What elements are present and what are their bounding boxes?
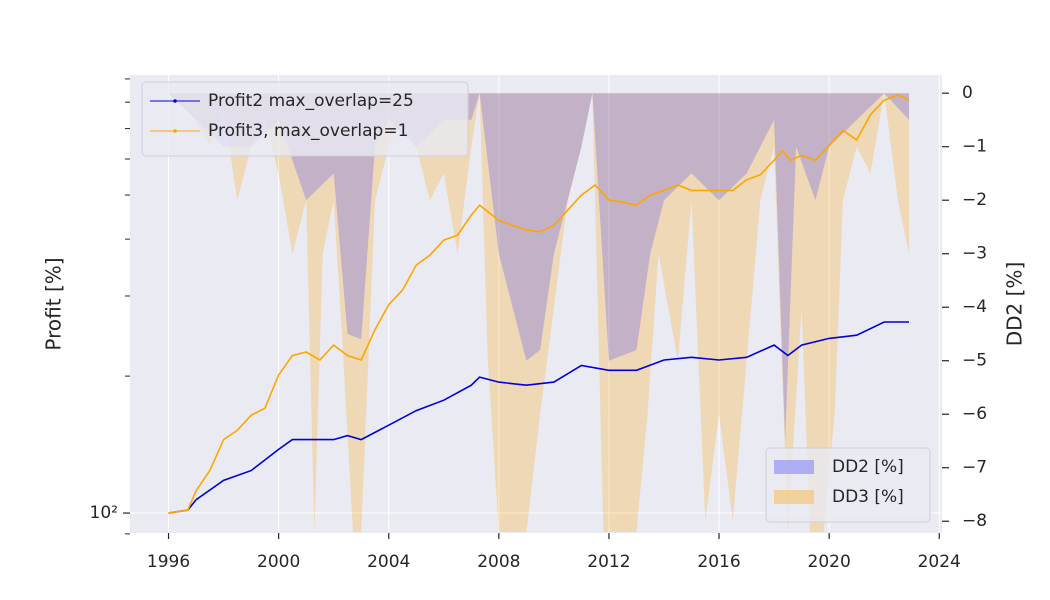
x-tick-label: 2012 <box>587 552 630 572</box>
y2-tick-label: −4 <box>962 297 987 317</box>
x-tick-label: 2004 <box>367 552 410 572</box>
x-tick-label: 2000 <box>257 552 300 572</box>
y2-tick-label: −5 <box>962 351 987 371</box>
legend-label: Profit2 max_overlap=25 <box>208 91 414 111</box>
drawdown-area <box>168 93 909 441</box>
x-tick-label: 2016 <box>697 552 740 572</box>
legend-label: DD2 [%] <box>832 457 904 477</box>
y2-tick-label: −1 <box>962 137 987 157</box>
legend-marker <box>173 129 177 133</box>
x-tick-label: 2008 <box>477 552 520 572</box>
legend-marker <box>173 99 177 103</box>
x-tick-label: 1996 <box>147 552 190 572</box>
legend-swatch <box>774 490 814 504</box>
y2-tick-label: −2 <box>962 190 987 210</box>
legend-swatch <box>774 460 814 474</box>
y2-tick-label: −7 <box>962 458 987 478</box>
legend-label: Profit3, max_overlap=1 <box>208 121 408 141</box>
plot-layer <box>130 75 942 533</box>
legend-label: DD3 [%] <box>832 487 904 507</box>
y2-tick-label: −3 <box>962 244 987 264</box>
y2-tick-label: −8 <box>962 511 987 531</box>
y2-axis-label: DD2 [%] <box>1003 262 1027 347</box>
y2-tick-label: −6 <box>962 404 987 424</box>
x-tick-label: 2024 <box>918 552 961 572</box>
legend-box <box>141 81 469 157</box>
drawdown-area <box>168 93 909 532</box>
y-tick-label: 10² <box>90 503 118 523</box>
y-axis-label: Profit [%] <box>42 257 66 350</box>
profit-line <box>168 321 909 514</box>
y2-tick-label: 0 <box>962 83 973 103</box>
legend-box <box>765 447 931 523</box>
profit-line <box>168 94 910 514</box>
x-tick-label: 2020 <box>808 552 851 572</box>
